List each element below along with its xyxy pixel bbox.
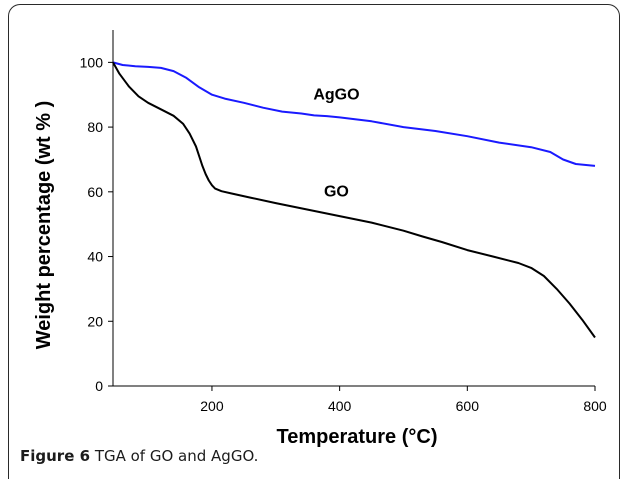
y-tick-label: 80	[87, 119, 103, 135]
y-tick-label: 60	[87, 184, 103, 200]
figure-frame	[8, 4, 620, 479]
x-tick-label: 400	[328, 398, 352, 414]
y-tick-label: 0	[95, 378, 103, 394]
y-tick-label: 20	[87, 313, 103, 329]
annotation-go: GO	[324, 184, 349, 201]
annotation-aggo: AgGO	[313, 87, 359, 104]
plot-area	[112, 30, 595, 387]
series-line-aggo	[112, 61, 596, 167]
caption-label: Figure 6	[20, 447, 91, 465]
y-tick-label: 100	[80, 54, 104, 70]
series-layer	[112, 61, 596, 339]
x-axis-ticks: 200 400 600 800	[200, 386, 607, 414]
annotation-layer: AgGO GO	[313, 87, 359, 201]
x-tick-label: 800	[583, 398, 607, 414]
y-axis-ticks: 0 20 40 60 80 100	[80, 54, 113, 394]
x-tick-label: 600	[456, 398, 480, 414]
y-tick-label: 40	[87, 249, 103, 265]
y-axis-label: Weight percentage (wt % )	[33, 101, 55, 350]
x-axis-label: Temperature (°C)	[277, 426, 438, 448]
series-line-go	[112, 61, 596, 339]
figure-caption: Figure 6 TGA of GO and AgGO.	[20, 447, 258, 465]
x-tick-label: 200	[200, 398, 224, 414]
caption-text: TGA of GO and AgGO.	[90, 447, 259, 465]
